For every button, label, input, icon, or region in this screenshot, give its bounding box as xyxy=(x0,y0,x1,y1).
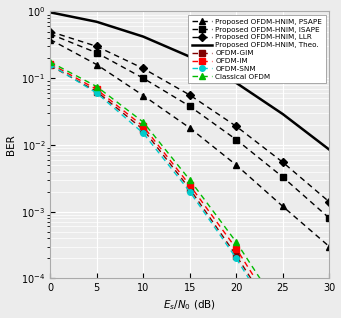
Proposed OFDM-HNIM, ISAPE xyxy=(234,138,238,142)
Y-axis label: BER: BER xyxy=(5,135,16,155)
Proposed OFDM-HNIM, ISAPE xyxy=(327,216,331,220)
OFDM-IM xyxy=(95,87,99,91)
Line: Proposed OFDM-HNIM, PSAPE: Proposed OFDM-HNIM, PSAPE xyxy=(47,37,332,249)
Classical OFDM xyxy=(141,120,145,124)
OFDM-SNM xyxy=(188,190,192,193)
Classical OFDM xyxy=(234,240,238,244)
Proposed OFDM-HNIM, LLR xyxy=(281,160,285,164)
Proposed OFDM-HNIM, ISAPE xyxy=(48,32,52,36)
X-axis label: $E_s/N_{0}$ (dB): $E_s/N_{0}$ (dB) xyxy=(163,299,216,313)
Proposed OFDM-HNIM, PSAPE xyxy=(188,126,192,130)
Line: Proposed OFDM-HNIM, Theo.: Proposed OFDM-HNIM, Theo. xyxy=(50,12,329,150)
OFDM-SNM xyxy=(95,91,99,95)
Proposed OFDM-HNIM, Theo. xyxy=(281,112,285,116)
OFDM-SNM xyxy=(234,256,238,260)
OFDM-IM xyxy=(48,62,52,66)
OFDM-SNM xyxy=(48,63,52,66)
Classical OFDM xyxy=(188,178,192,182)
Proposed OFDM-HNIM, LLR xyxy=(141,66,145,70)
OFDM-IM xyxy=(141,124,145,128)
Proposed OFDM-HNIM, PSAPE xyxy=(48,38,52,41)
Line: Classical OFDM: Classical OFDM xyxy=(47,59,332,318)
Proposed OFDM-HNIM, Theo. xyxy=(141,35,145,38)
Classical OFDM xyxy=(48,60,52,64)
Classical OFDM xyxy=(95,85,99,88)
Proposed OFDM-HNIM, ISAPE xyxy=(281,175,285,179)
OFDM-GIM xyxy=(188,187,192,191)
Proposed OFDM-HNIM, PSAPE xyxy=(95,63,99,66)
Proposed OFDM-HNIM, LLR xyxy=(234,124,238,128)
Proposed OFDM-HNIM, Theo. xyxy=(188,55,192,59)
Proposed OFDM-HNIM, LLR xyxy=(95,45,99,48)
Proposed OFDM-HNIM, Theo. xyxy=(95,20,99,24)
OFDM-GIM xyxy=(141,128,145,131)
Proposed OFDM-HNIM, Theo. xyxy=(234,81,238,85)
OFDM-IM xyxy=(188,183,192,187)
Line: OFDM-SNM: OFDM-SNM xyxy=(47,62,332,318)
Proposed OFDM-HNIM, LLR xyxy=(327,200,331,204)
OFDM-GIM xyxy=(95,90,99,93)
Proposed OFDM-HNIM, PSAPE xyxy=(327,245,331,248)
OFDM-GIM xyxy=(48,64,52,67)
OFDM-GIM xyxy=(234,254,238,258)
Proposed OFDM-HNIM, ISAPE xyxy=(141,76,145,80)
OFDM-IM xyxy=(234,247,238,251)
Proposed OFDM-HNIM, LLR xyxy=(48,30,52,33)
Legend: Proposed OFDM-HNIM, PSAPE, Proposed OFDM-HNIM, ISAPE, Proposed OFDM-HNIM, LLR, P: Proposed OFDM-HNIM, PSAPE, Proposed OFDM… xyxy=(189,15,326,83)
Proposed OFDM-HNIM, PSAPE xyxy=(281,204,285,208)
Proposed OFDM-HNIM, PSAPE xyxy=(141,93,145,97)
OFDM-SNM xyxy=(141,131,145,135)
Proposed OFDM-HNIM, PSAPE xyxy=(234,163,238,167)
Proposed OFDM-HNIM, ISAPE xyxy=(95,51,99,55)
Proposed OFDM-HNIM, Theo. xyxy=(48,10,52,14)
Classical OFDM xyxy=(281,311,285,315)
Line: Proposed OFDM-HNIM, LLR: Proposed OFDM-HNIM, LLR xyxy=(47,29,332,205)
Line: Proposed OFDM-HNIM, ISAPE: Proposed OFDM-HNIM, ISAPE xyxy=(47,31,332,221)
Line: OFDM-GIM: OFDM-GIM xyxy=(47,63,332,318)
Proposed OFDM-HNIM, LLR xyxy=(188,93,192,97)
Proposed OFDM-HNIM, ISAPE xyxy=(188,104,192,108)
Line: OFDM-IM: OFDM-IM xyxy=(47,61,332,318)
Proposed OFDM-HNIM, Theo. xyxy=(327,148,331,152)
